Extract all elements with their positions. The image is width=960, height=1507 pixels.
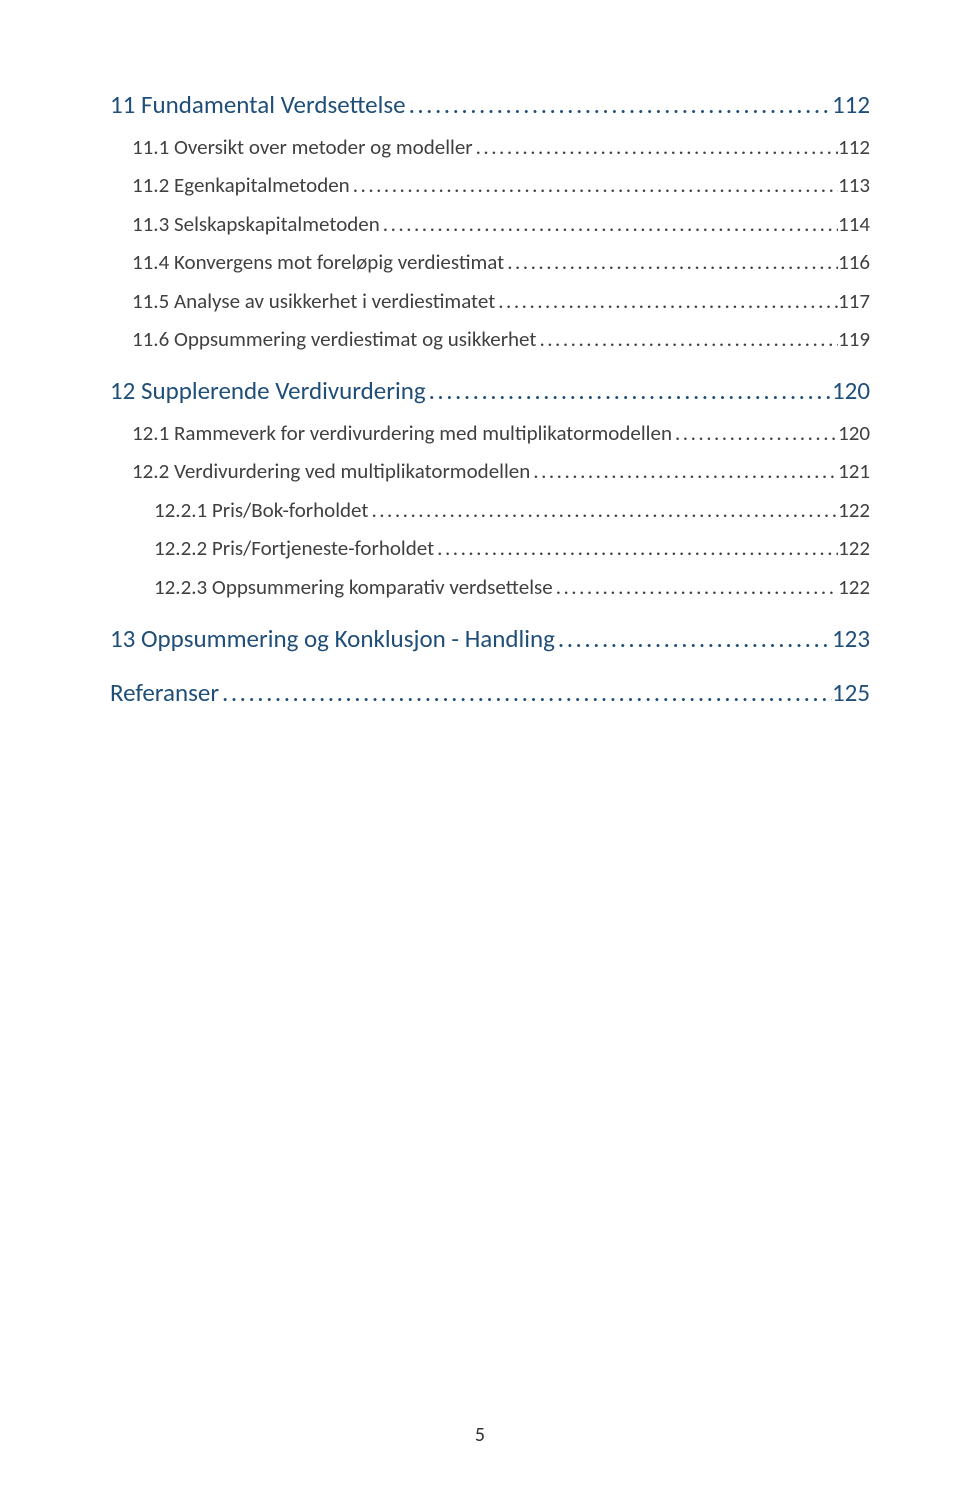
toc-dot-leader: ........................................… [426, 372, 832, 411]
toc-entry-page: 114 [838, 208, 870, 241]
toc-entry-label: 11.5 Analyse av usikkerhet i verdiestima… [132, 285, 495, 318]
page-number-footer: 5 [0, 1423, 960, 1447]
toc-entry-label: 11.2 Egenkapitalmetoden [132, 169, 350, 202]
toc-entry[interactable]: Referanser..............................… [110, 674, 870, 713]
toc-entry-page: 119 [838, 323, 870, 356]
toc-entry-page: 122 [838, 532, 870, 565]
toc-entry[interactable]: 12.2.3 Oppsummering komparativ verdsette… [110, 571, 870, 604]
toc-entry-page: 122 [838, 494, 870, 527]
toc-entry-label: 11.1 Oversikt over metoder og modeller [132, 131, 473, 164]
toc-entry-label: 12.2.1 Pris/Bok-forholdet [154, 494, 368, 527]
toc-entry[interactable]: 13 Oppsummering og Konklusjon - Handling… [110, 620, 870, 659]
table-of-contents: 11 Fundamental Verdsettelse.............… [0, 0, 960, 713]
toc-entry[interactable]: 12.2 Verdivurdering ved multiplikatormod… [110, 455, 870, 488]
toc-entry-label: 12 Supplerende Verdivurdering [110, 372, 426, 411]
toc-dot-leader: ........................................… [672, 417, 838, 450]
toc-entry-page: 125 [832, 674, 870, 713]
toc-entry[interactable]: 12.1 Rammeverk for verdivurdering med mu… [110, 417, 870, 450]
toc-dot-leader: ........................................… [536, 323, 838, 356]
toc-entry-page: 121 [838, 455, 870, 488]
toc-entry-page: 120 [832, 372, 870, 411]
toc-dot-leader: ........................................… [406, 86, 832, 125]
toc-entry-label: 12.2 Verdivurdering ved multiplikatormod… [132, 455, 530, 488]
toc-entry-page: 123 [832, 620, 870, 659]
toc-entry-label: 11.6 Oppsummering verdiestimat og usikke… [132, 323, 536, 356]
toc-entry[interactable]: 11.6 Oppsummering verdiestimat og usikke… [110, 323, 870, 356]
toc-entry-label: 11.4 Konvergens mot foreløpig verdiestim… [132, 246, 504, 279]
toc-entry-label: 12.1 Rammeverk for verdivurdering med mu… [132, 417, 672, 450]
toc-entry[interactable]: 11.1 Oversikt over metoder og modeller..… [110, 131, 870, 164]
toc-entry-label: 11 Fundamental Verdsettelse [110, 86, 406, 125]
toc-entry-label: 11.3 Selskapskapitalmetoden [132, 208, 380, 241]
toc-entry-page: 116 [838, 246, 870, 279]
toc-entry[interactable]: 11 Fundamental Verdsettelse.............… [110, 86, 870, 125]
toc-dot-leader: ........................................… [530, 455, 838, 488]
toc-dot-leader: ........................................… [473, 131, 838, 164]
toc-entry[interactable]: 12.2.1 Pris/Bok-forholdet...............… [110, 494, 870, 527]
toc-entry-page: 113 [838, 169, 870, 202]
toc-entry-page: 117 [838, 285, 870, 318]
toc-entry[interactable]: 11.4 Konvergens mot foreløpig verdiestim… [110, 246, 870, 279]
toc-entry[interactable]: 12 Supplerende Verdivurdering...........… [110, 372, 870, 411]
toc-entry-label: 12.2.3 Oppsummering komparativ verdsette… [154, 571, 553, 604]
toc-entry[interactable]: 12.2.2 Pris/Fortjeneste-forholdet.......… [110, 532, 870, 565]
toc-entry-page: 120 [838, 417, 870, 450]
toc-entry-label: Referanser [110, 674, 219, 713]
toc-dot-leader: ........................................… [350, 169, 838, 202]
toc-dot-leader: ........................................… [434, 532, 838, 565]
toc-entry-page: 112 [832, 86, 870, 125]
toc-entry[interactable]: 11.5 Analyse av usikkerhet i verdiestima… [110, 285, 870, 318]
toc-dot-leader: ........................................… [555, 620, 832, 659]
toc-entry-page: 122 [838, 571, 870, 604]
toc-dot-leader: ........................................… [380, 208, 838, 241]
toc-dot-leader: ........................................… [219, 674, 832, 713]
toc-dot-leader: ........................................… [504, 246, 838, 279]
toc-dot-leader: ........................................… [495, 285, 838, 318]
toc-entry-page: 112 [838, 131, 870, 164]
toc-dot-leader: ........................................… [553, 571, 838, 604]
toc-entry[interactable]: 11.2 Egenkapitalmetoden.................… [110, 169, 870, 202]
toc-entry-label: 13 Oppsummering og Konklusjon - Handling [110, 620, 555, 659]
toc-entry[interactable]: 11.3 Selskapskapitalmetoden.............… [110, 208, 870, 241]
toc-dot-leader: ........................................… [368, 494, 838, 527]
toc-entry-label: 12.2.2 Pris/Fortjeneste-forholdet [154, 532, 434, 565]
